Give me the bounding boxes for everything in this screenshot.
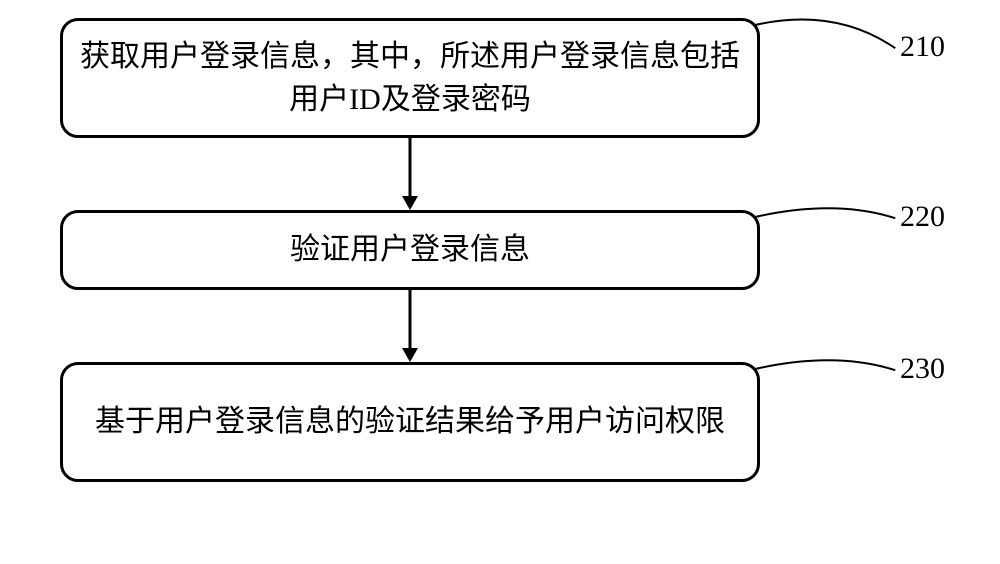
leader-line-2 [751, 195, 899, 222]
flow-step-2: 验证用户登录信息 [60, 210, 760, 290]
flow-step-2-text: 验证用户登录信息 [63, 228, 757, 272]
flow-arrow-2 [396, 284, 424, 368]
flow-step-1: 获取用户登录信息，其中，所述用户登录信息包括用户ID及登录密码 [60, 18, 760, 138]
step-label-210: 210 [900, 30, 945, 64]
flow-step-1-text: 获取用户登录信息，其中，所述用户登录信息包括用户ID及登录密码 [63, 35, 757, 122]
flow-step-3-text: 基于用户登录信息的验证结果给予用户访问权限 [63, 400, 757, 444]
flowchart-canvas: 获取用户登录信息，其中，所述用户登录信息包括用户ID及登录密码 验证用户登录信息… [0, 0, 1000, 564]
flow-arrow-1 [396, 132, 424, 216]
step-label-220: 220 [900, 200, 945, 234]
leader-line-3 [751, 347, 899, 374]
leader-line-1 [751, 3, 899, 52]
flow-step-3: 基于用户登录信息的验证结果给予用户访问权限 [60, 362, 760, 482]
step-label-230: 230 [900, 352, 945, 386]
